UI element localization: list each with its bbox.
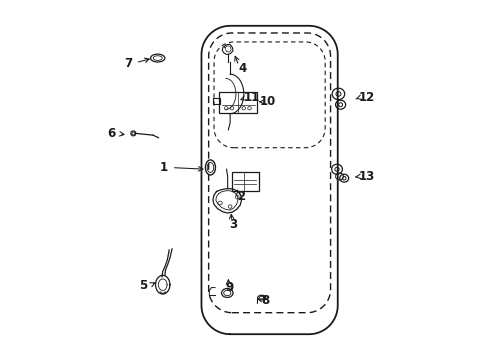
Text: 12: 12 (358, 91, 374, 104)
Text: 8: 8 (261, 294, 269, 307)
Text: 2: 2 (236, 190, 244, 203)
Text: 10: 10 (259, 95, 275, 108)
Text: 11: 11 (243, 91, 259, 104)
Text: 6: 6 (107, 127, 115, 140)
Text: 13: 13 (358, 170, 374, 183)
Text: 3: 3 (228, 218, 237, 231)
Text: 4: 4 (238, 62, 246, 75)
Text: 1: 1 (160, 161, 167, 174)
Text: 7: 7 (123, 57, 132, 70)
Bar (219, 92, 257, 113)
Text: 9: 9 (225, 281, 233, 294)
Bar (231, 172, 258, 192)
Text: 5: 5 (139, 279, 147, 292)
Bar (212, 98, 220, 104)
